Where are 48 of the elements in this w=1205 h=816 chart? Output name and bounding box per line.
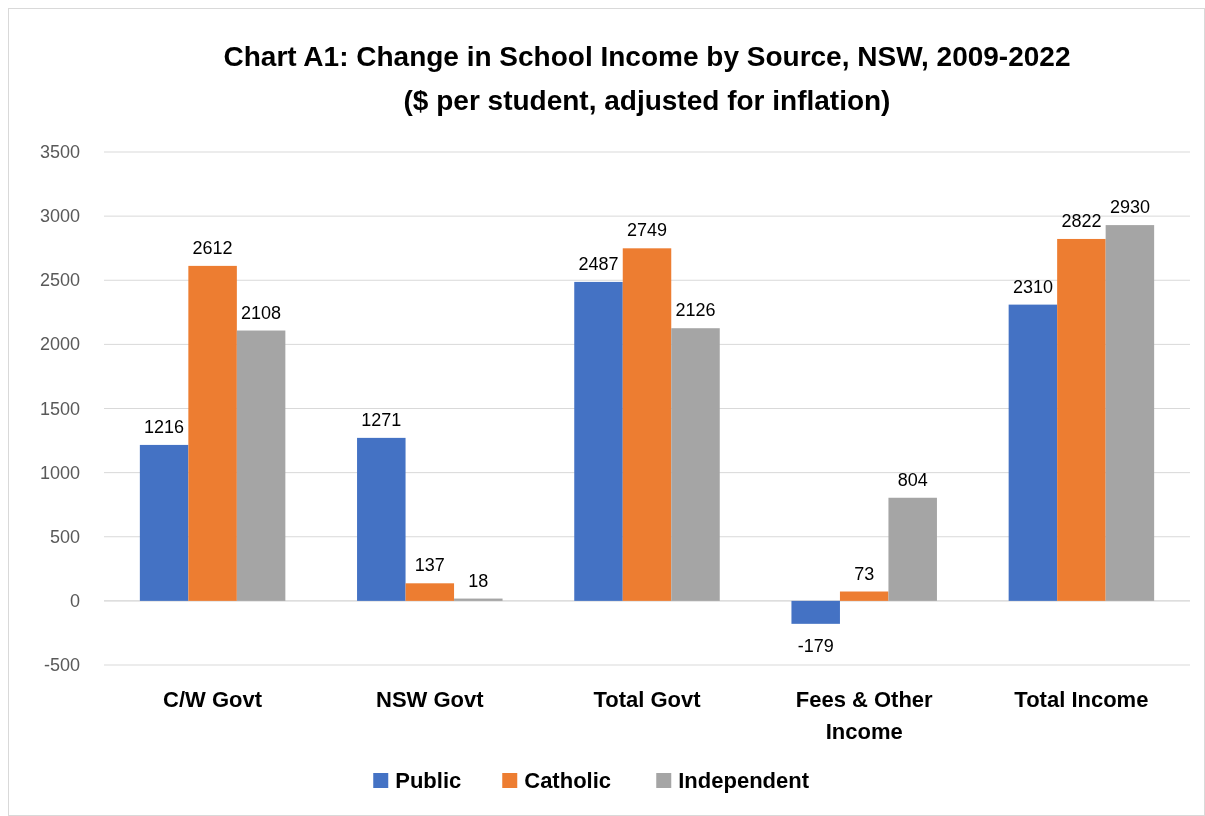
bar bbox=[671, 328, 720, 601]
data-label: 137 bbox=[414, 555, 445, 576]
x-tick-label: Total Income bbox=[1014, 687, 1149, 712]
data-label: -179 bbox=[797, 635, 834, 656]
y-tick-label: 2500 bbox=[39, 270, 80, 291]
bar bbox=[574, 281, 623, 601]
legend-label: Catholic bbox=[524, 768, 612, 793]
x-tick-label: C/W Govt bbox=[163, 687, 263, 712]
bar bbox=[888, 497, 937, 601]
bar bbox=[188, 265, 237, 601]
data-label: 2749 bbox=[626, 220, 668, 241]
y-tick-label: 500 bbox=[49, 526, 80, 547]
y-tick-label: 3000 bbox=[39, 206, 80, 227]
chart-title: Chart A1: Change in School Income by Source, NSW, 2009-2022 bbox=[223, 41, 1071, 72]
data-label: 1216 bbox=[144, 416, 185, 437]
bar bbox=[1008, 304, 1058, 601]
bar bbox=[791, 600, 840, 624]
data-label: 1271 bbox=[361, 409, 402, 430]
y-tick-label: 1000 bbox=[39, 462, 80, 483]
x-tick-label: Total Govt bbox=[593, 687, 702, 712]
data-label: 18 bbox=[468, 570, 489, 591]
data-label: 2126 bbox=[675, 300, 716, 321]
data-label: 73 bbox=[854, 563, 875, 584]
bar bbox=[357, 437, 406, 601]
legend-label: Public bbox=[395, 768, 462, 793]
bar bbox=[839, 591, 889, 601]
bar bbox=[1057, 238, 1106, 601]
data-label: 2822 bbox=[1061, 210, 1102, 231]
bar bbox=[405, 583, 455, 601]
x-tick-label: Fees & Other Income bbox=[795, 687, 934, 744]
y-tick-label: 3500 bbox=[39, 142, 80, 162]
y-tick-label: 2000 bbox=[39, 334, 80, 355]
bar bbox=[236, 330, 286, 601]
legend-label: Independent bbox=[678, 768, 810, 793]
bar bbox=[1105, 225, 1155, 601]
x-tick-label: NSW Govt bbox=[376, 687, 485, 712]
data-label: 804 bbox=[897, 469, 928, 490]
y-tick-label: 1500 bbox=[39, 398, 80, 419]
y-tick-label: 0 bbox=[69, 590, 80, 611]
data-label: 2487 bbox=[578, 253, 619, 274]
data-label: 2310 bbox=[1012, 276, 1053, 297]
bar bbox=[622, 248, 672, 601]
data-label: 2930 bbox=[1109, 197, 1150, 218]
data-label: 2108 bbox=[241, 302, 282, 323]
bar bbox=[139, 444, 189, 601]
data-label: 2612 bbox=[192, 237, 233, 258]
y-tick-label: -500 bbox=[43, 655, 80, 675]
chart-subtitle: ($ per student, adjusted for inflation) bbox=[403, 85, 891, 116]
